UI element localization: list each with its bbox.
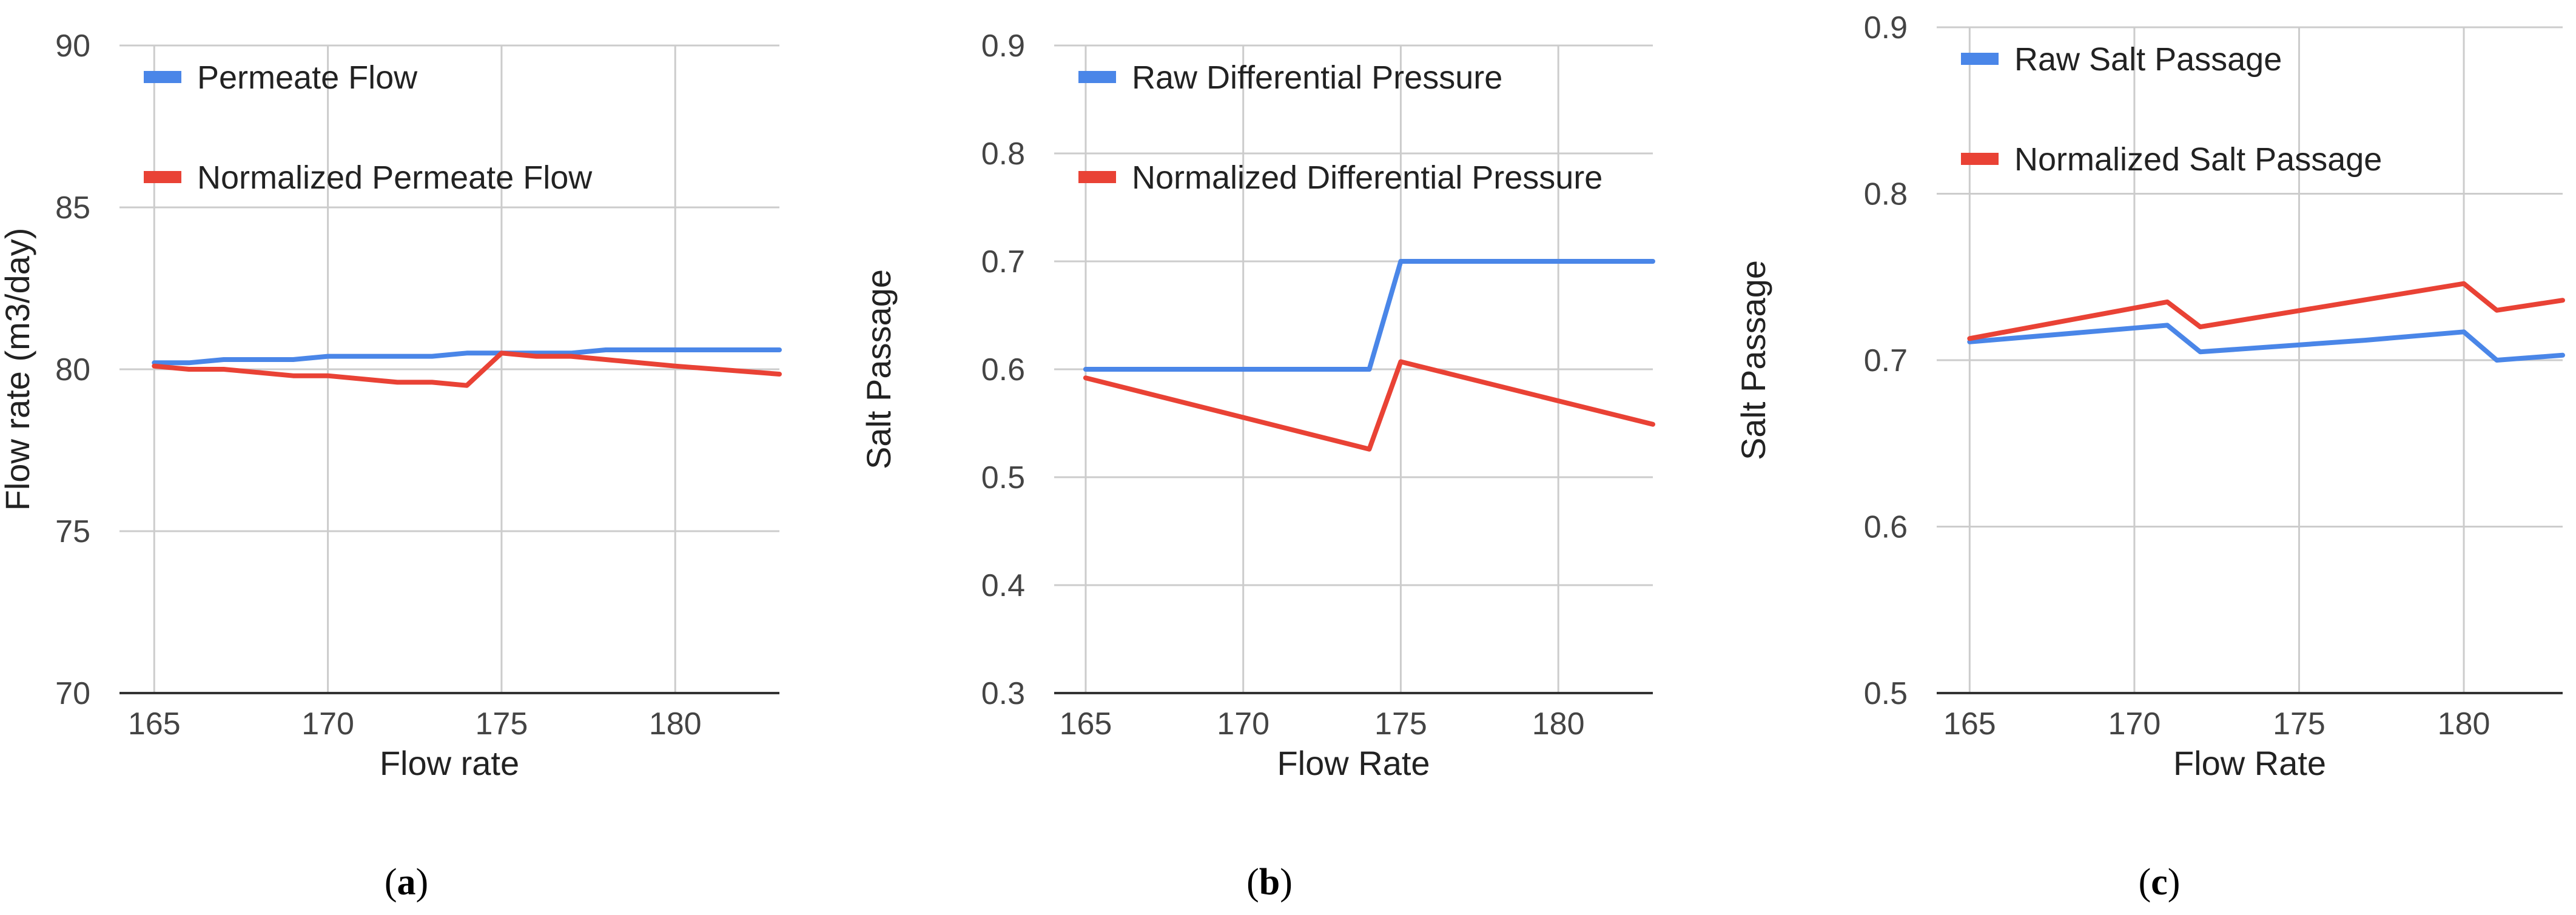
chart-c-xlabel: Flow Rate — [2173, 744, 2326, 782]
chart-a-legend-swatch-1 — [144, 71, 181, 83]
chart-b-xlabel: Flow Rate — [1277, 744, 1430, 782]
chart-b-ytick-label: 0.8 — [981, 136, 1025, 172]
chart-a-xtick-label: 165 — [128, 706, 181, 742]
chart-c-legend-label-1: Raw Salt Passage — [2014, 41, 2282, 78]
chart-b-ytick-label: 0.9 — [981, 28, 1025, 64]
chart-c-ytick-label: 0.7 — [1864, 343, 1908, 378]
chart-b-ytick-label: 0.7 — [981, 244, 1025, 280]
chart-c-ylabel: Salt Passage — [1734, 260, 1772, 460]
chart-c-xtick-label: 170 — [2108, 706, 2161, 742]
chart-b-xtick-label: 165 — [1060, 706, 1112, 742]
chart-c-series-1-line — [1967, 323, 2565, 363]
chart-c-xtick-label: 180 — [2438, 706, 2490, 742]
chart-c-legend-label-2: Normalized Salt Passage — [2014, 141, 2382, 178]
chart-c-xtick-label: 165 — [1943, 706, 1996, 742]
chart-a-legend-label-2: Normalized Permeate Flow — [197, 159, 593, 196]
chart-a-series-2-line — [152, 350, 782, 388]
chart-a-legend-swatch-2 — [144, 171, 181, 183]
chart-b-series-1-line — [1083, 259, 1655, 372]
chart-b-legend-label-1: Raw Differential Pressure — [1132, 59, 1502, 96]
chart-c-series-2-line — [1967, 281, 2565, 341]
chart-a-ytick-label: 85 — [55, 190, 90, 226]
chart-a-ytick-label: 90 — [55, 28, 90, 64]
chart-b-ytick-label: 0.5 — [981, 460, 1025, 495]
chart-a-xtick-label: 170 — [301, 706, 354, 742]
chart-b-ytick-label: 0.3 — [981, 676, 1025, 711]
chart-a-xtick-label: 180 — [649, 706, 702, 742]
chart-c-legend-swatch-2 — [1961, 153, 1999, 165]
chart-a-ylabel: Flow rate (m3/day) — [0, 228, 36, 511]
chart-b-panel-label: (b) — [1246, 862, 1293, 903]
chart-b-legend-label-2: Normalized Differential Pressure — [1132, 159, 1602, 196]
chart-b-xtick-label: 170 — [1217, 706, 1270, 742]
chart-c-legend-swatch-1 — [1961, 53, 1999, 65]
chart-c-ytick-label: 0.8 — [1864, 177, 1908, 212]
chart-a-ytick-label: 75 — [55, 514, 90, 549]
chart-a-series-1-line — [152, 347, 782, 366]
chart-c-ytick-label: 0.9 — [1864, 10, 1908, 45]
chart-a-ytick-label: 70 — [55, 676, 90, 711]
chart-a-xtick-label: 175 — [476, 706, 528, 742]
chart-b-legend-swatch-2 — [1078, 171, 1116, 183]
chart-b-xtick-label: 175 — [1374, 706, 1427, 742]
chart-a-ytick-label: 80 — [55, 352, 90, 387]
chart-b-ylabel: Salt Passage — [859, 269, 898, 469]
chart-b-legend-swatch-1 — [1078, 71, 1116, 83]
chart-c-ytick-label: 0.6 — [1864, 510, 1908, 545]
chart-c-panel-label: (c) — [2139, 862, 2181, 903]
chart-a-xlabel: Flow rate — [380, 744, 519, 782]
chart-b-ytick-label: 0.4 — [981, 568, 1025, 603]
chart-c-xtick-label: 175 — [2273, 706, 2325, 742]
chart-b-ytick-label: 0.6 — [981, 352, 1025, 387]
chart-a-legend-label-1: Permeate Flow — [197, 59, 418, 96]
chart-b-series-2-line — [1083, 359, 1655, 452]
chart-b-xtick-label: 180 — [1532, 706, 1585, 742]
chart-a-panel-label: (a) — [385, 862, 428, 903]
chart-c-ytick-label: 0.5 — [1864, 676, 1908, 711]
